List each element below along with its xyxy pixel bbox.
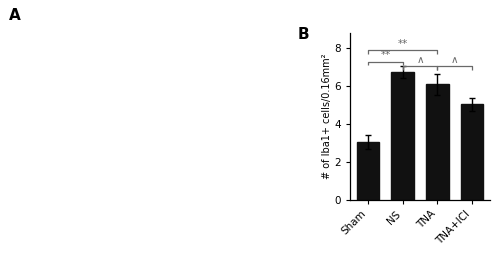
Text: ∧: ∧	[416, 55, 424, 65]
Text: **: **	[398, 39, 408, 49]
Bar	[356, 142, 380, 200]
Text: **: **	[380, 50, 390, 60]
Bar	[426, 84, 448, 200]
Bar	[461, 104, 483, 200]
Text: A: A	[9, 8, 21, 23]
Y-axis label: # of Iba1+ cells/0.16mm²: # of Iba1+ cells/0.16mm²	[322, 54, 332, 179]
Bar	[392, 72, 414, 200]
Text: B: B	[298, 27, 309, 42]
Text: ∧: ∧	[451, 55, 458, 65]
